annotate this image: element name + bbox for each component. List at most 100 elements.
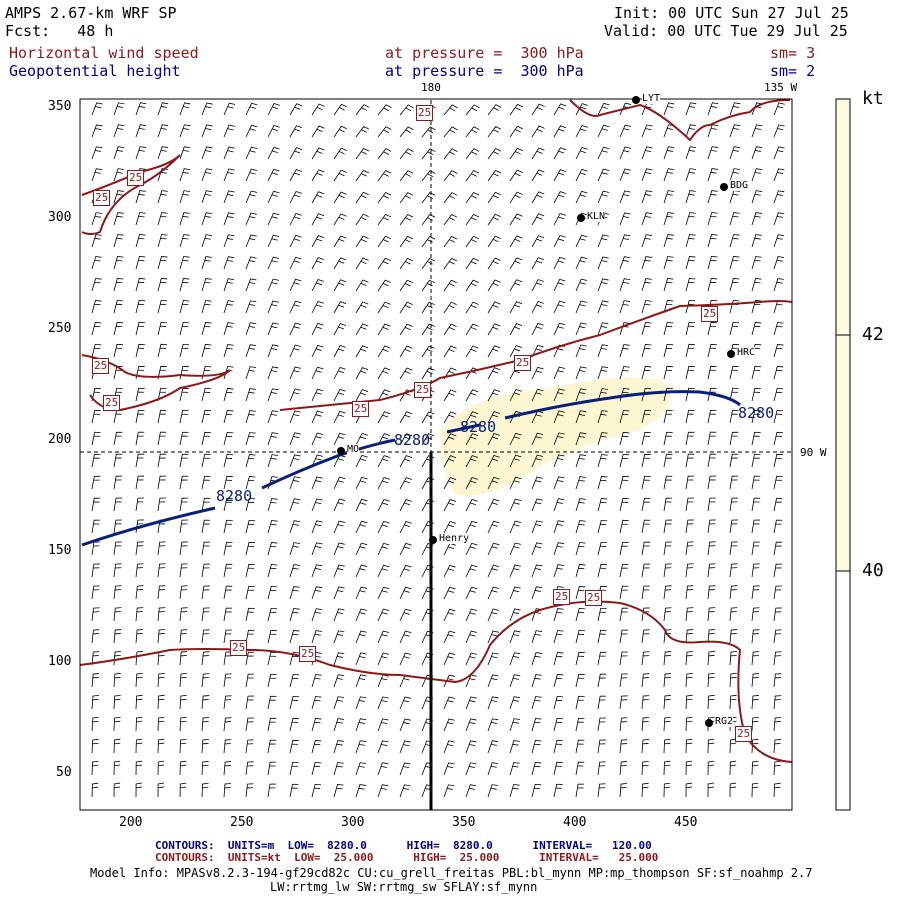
wind-barb [135,629,144,644]
wind-barb [751,541,760,556]
wind-barb [311,191,325,204]
wind-barb [289,191,302,204]
wind-barb [201,629,210,644]
wind-barb [663,234,674,248]
wind-barb [707,607,716,622]
wind-barb [377,455,390,468]
wind-barb [377,126,392,138]
wind-barb [289,630,300,644]
wind-barb [333,279,347,292]
wind-barb [157,409,167,424]
wind-barb [531,169,545,182]
wind-barb [179,365,189,380]
wind-barb [289,673,300,688]
wind-barb [91,738,99,754]
valid-time: Valid: 00 UTC Tue 29 Jul 25 [604,22,848,40]
wind-barb [575,761,585,776]
wind-barb [509,608,521,622]
wind-barb [289,344,302,358]
wind-barb [157,278,168,292]
wind-barb [707,321,718,336]
wind-barb [553,652,564,666]
wind-barb [773,739,781,754]
wind-barb [223,168,235,182]
wind-barb [267,212,280,226]
wind-barb [641,497,651,512]
wind-barb [333,652,345,666]
wind-barb [289,761,299,776]
wind-barb [729,760,737,776]
wind-barb [685,716,693,732]
wind-barb [619,783,628,798]
wind-barb [157,299,168,314]
wind-barb [201,344,212,358]
wind-barb [465,148,480,160]
wind-barb [179,343,190,358]
wind-barb [641,739,649,754]
wind-barb [641,760,649,776]
wind-barb [377,323,391,336]
wind-barb [377,235,391,248]
wind-barb [553,125,567,138]
wind-barb [223,146,235,160]
wind-barb [223,563,233,578]
wind-barb [465,455,479,468]
speed-contour-label: 25 [127,170,145,186]
wind-barb [465,126,480,138]
wind-barb [487,630,499,644]
wind-barb [421,192,436,204]
wind-barb [157,497,166,512]
wind-barb [773,409,784,424]
wind-barb [531,213,545,226]
wind-barb [751,146,763,160]
y-tick-150: 150 [48,543,72,558]
wind-barb [465,104,480,116]
wind-barb [267,432,279,446]
wind-barb [575,651,585,666]
wind-barb [355,542,368,556]
wind-barb [663,497,673,512]
wind-barb [179,146,191,160]
wind-barb [641,585,650,600]
wind-barb [223,322,234,336]
wind-barb [377,367,391,380]
wind-barb [531,586,543,600]
wind-barb [597,234,609,248]
wind-barb [179,475,189,490]
wind-barb [619,278,631,292]
wind-barb [333,235,347,248]
wind-barb [311,300,324,314]
wind-barb [641,234,653,248]
wind-barb [113,497,123,512]
wind-barb [663,300,674,314]
wind-barb [179,300,190,314]
wind-barb [641,717,650,732]
wind-barb [773,453,783,468]
wind-barb [751,629,760,644]
y-tick-200: 200 [48,432,72,447]
wind-barb [597,322,609,336]
wind-barb [663,607,672,622]
wind-barb [531,476,543,490]
wind-barb [553,278,566,292]
wind-barb [333,147,347,160]
wind-barb [267,520,278,534]
wind-barb [509,235,523,248]
wind-barb [663,365,673,380]
wind-barb [773,322,784,336]
wind-barb [245,673,255,688]
wind-barb [377,652,389,666]
meridian-180-label: 180 [421,81,441,94]
wind-barb [267,673,277,688]
wind-barb [421,170,436,182]
wind-barb [201,431,211,446]
wind-barb [157,738,165,754]
wind-barb [509,169,523,182]
wind-barb [707,256,718,270]
lon-135w-label: 135 W [764,81,798,94]
x-tick-350: 350 [452,815,476,830]
wind-barb [157,629,166,644]
wind-barb [773,124,785,138]
wind-barb [707,124,719,138]
wind-barb [443,696,455,710]
